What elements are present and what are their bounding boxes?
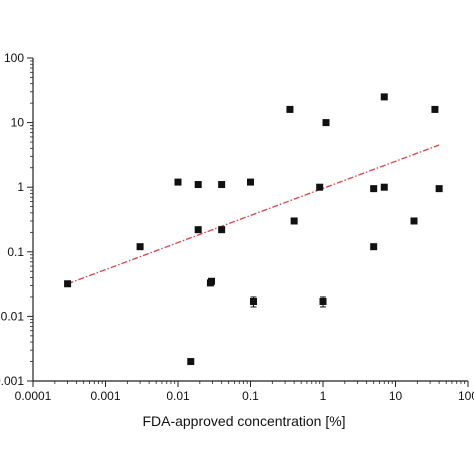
data-point [136, 243, 144, 251]
data-point [380, 93, 388, 101]
trend-line-group [67, 144, 440, 285]
data-point [174, 178, 182, 186]
x-axis-title: FDA-approved concentration [%] [142, 413, 345, 429]
data-point [410, 217, 418, 225]
data-point [319, 298, 327, 306]
y-tick-label: 0.001 [0, 374, 24, 388]
data-point [194, 181, 202, 189]
x-axis-ticks: 0.0001 0.001 0.01 0.1 1 10 100 [15, 381, 474, 403]
data-point [194, 226, 202, 234]
x-tick-label: 100 [458, 389, 474, 403]
data-point [316, 183, 324, 191]
data-point [218, 181, 226, 189]
data-point [187, 358, 195, 366]
data-point [286, 105, 294, 113]
data-point [370, 185, 378, 193]
data-point [208, 277, 216, 285]
data-point [431, 105, 439, 113]
y-tick-label: 100 [4, 51, 24, 65]
x-tick-label: 1 [320, 389, 327, 403]
x-tick-label: 0.001 [90, 389, 120, 403]
data-points [64, 93, 443, 366]
y-tick-label: 10 [11, 116, 25, 130]
x-tick-label: 0.01 [166, 389, 190, 403]
y-tick-label: 0.01 [1, 309, 25, 323]
data-point [250, 298, 258, 306]
axes [32, 58, 468, 382]
y-tick-label: 1 [17, 180, 24, 194]
data-point [64, 280, 72, 288]
data-point [247, 178, 254, 186]
data-point [290, 217, 298, 225]
data-point [218, 226, 226, 234]
y-tick-label: 0.1 [7, 245, 24, 259]
data-point [370, 243, 378, 251]
x-tick-label: 10 [389, 389, 403, 403]
data-point [322, 119, 330, 127]
trend-line [67, 144, 440, 285]
data-point [435, 185, 443, 193]
x-tick-label: 0.0001 [15, 389, 52, 403]
data-point [380, 183, 388, 191]
y-axis-ticks: 0.001 0.01 0.1 1 10 100 [0, 51, 33, 388]
x-tick-label: 0.1 [242, 389, 259, 403]
